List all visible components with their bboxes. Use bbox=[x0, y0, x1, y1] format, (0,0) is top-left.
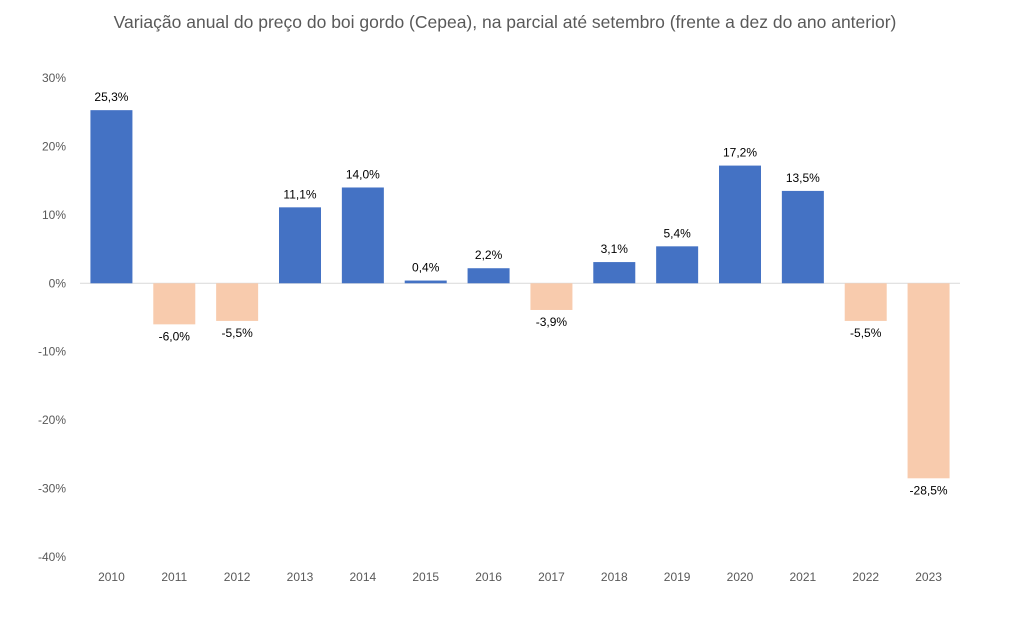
data-label-2014: 14,0% bbox=[346, 167, 380, 181]
y-tick-label: -10% bbox=[38, 345, 66, 359]
bar-2013 bbox=[279, 207, 321, 284]
bar-2015 bbox=[404, 280, 447, 284]
y-tick-label: -30% bbox=[38, 482, 66, 496]
bar-2017 bbox=[530, 283, 573, 310]
data-label-2020: 17,2% bbox=[723, 146, 757, 160]
data-label-2015: 0,4% bbox=[412, 261, 440, 275]
data-label-2012: -5,5% bbox=[221, 326, 253, 340]
y-tick-label: -20% bbox=[38, 413, 66, 427]
bar-2023 bbox=[907, 283, 950, 479]
bars bbox=[90, 110, 950, 479]
bar-2020 bbox=[719, 165, 761, 284]
x-tick-label: 2023 bbox=[915, 570, 942, 584]
x-tick-label: 2010 bbox=[98, 570, 125, 584]
data-label-2019: 5,4% bbox=[663, 226, 691, 240]
x-tick-label: 2022 bbox=[852, 570, 879, 584]
data-label-2013: 11,1% bbox=[283, 187, 316, 201]
bar-2010 bbox=[90, 110, 133, 284]
data-label-2022: -5,5% bbox=[850, 326, 882, 340]
bar-2016 bbox=[467, 268, 510, 284]
y-tick-label: 10% bbox=[42, 208, 66, 222]
data-label-2017: -3,9% bbox=[536, 315, 568, 329]
bar-2014 bbox=[341, 187, 384, 284]
x-tick-label: 2015 bbox=[412, 570, 439, 584]
y-tick-label: -40% bbox=[38, 550, 66, 564]
x-tick-label: 2014 bbox=[350, 570, 377, 584]
bar-2019 bbox=[656, 246, 699, 284]
x-axis: 2010 2011 2012 2013 2014 2015 2016 2017 2018 2019… bbox=[98, 570, 942, 584]
y-tick-label: 30% bbox=[42, 71, 66, 85]
data-labels: 25,3% -6,0% -5,5% 11,1% 14,0% 0,4% 2,2% -3,9% 3,… bbox=[94, 90, 947, 497]
x-tick-label: 2012 bbox=[224, 570, 251, 584]
x-tick-label: 2013 bbox=[287, 570, 314, 584]
bar-2018 bbox=[593, 262, 636, 284]
data-label-2018: 3,1% bbox=[601, 242, 629, 256]
data-label-2010: 25,3% bbox=[94, 90, 128, 104]
data-label-2023: -28,5% bbox=[910, 483, 948, 497]
x-tick-label: 2021 bbox=[790, 570, 817, 584]
x-tick-label: 2011 bbox=[161, 570, 187, 584]
bar-2021 bbox=[781, 190, 824, 284]
x-tick-label: 2019 bbox=[664, 570, 691, 584]
x-tick-label: 2017 bbox=[538, 570, 565, 584]
data-label-2011: -6,0% bbox=[159, 329, 191, 343]
bar-2011 bbox=[153, 283, 196, 325]
data-label-2016: 2,2% bbox=[475, 248, 503, 262]
chart-title: Variação anual do preço do boi gordo (Ce… bbox=[114, 12, 897, 32]
x-tick-label: 2016 bbox=[475, 570, 502, 584]
y-tick-label: 0% bbox=[49, 276, 67, 290]
bar-2012 bbox=[216, 283, 259, 321]
data-label-2021: 13,5% bbox=[786, 171, 820, 185]
y-tick-label: 20% bbox=[42, 139, 66, 153]
x-tick-label: 2018 bbox=[601, 570, 628, 584]
bar-2022 bbox=[844, 283, 887, 321]
y-axis: 30% 20% 10% 0% -10% -20% -30% -40% bbox=[38, 71, 66, 564]
x-tick-label: 2020 bbox=[727, 570, 754, 584]
